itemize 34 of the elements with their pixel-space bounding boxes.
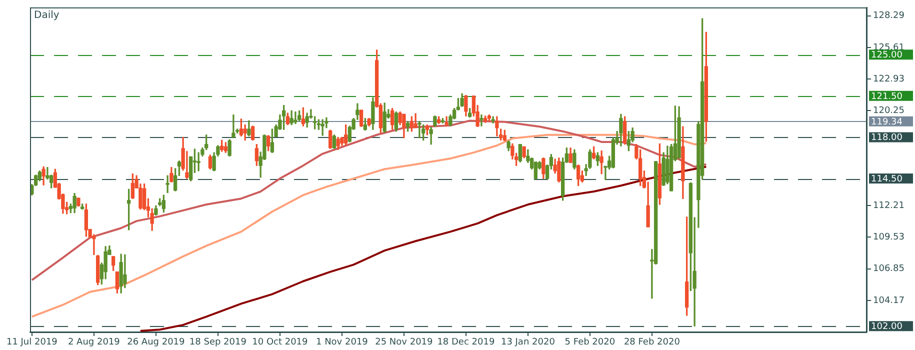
candlestick: [444, 116, 448, 126]
chart-title: Daily: [34, 10, 60, 21]
x-tick-label: 5 Feb 2020: [564, 338, 616, 348]
candlestick: [320, 119, 324, 136]
x-tick-label: 11 Jul 2019: [6, 338, 58, 348]
y-tick-label: 104.17: [873, 296, 904, 306]
x-tick-label: 26 Aug 2019: [127, 338, 186, 348]
ref-line-label: 121.50: [871, 92, 903, 102]
y-tick-label: 106.85: [873, 264, 904, 274]
candlestick: [232, 114, 236, 138]
x-tick-label: 18 Sep 2019: [189, 338, 247, 348]
x-tick-label: 25 Nov 2019: [375, 338, 434, 348]
ref-line-label: 125.00: [871, 50, 903, 60]
x-tick-label: 2 Aug 2019: [68, 338, 120, 348]
ref-line-label: 102.00: [871, 322, 903, 332]
y-tick-label: 120.25: [873, 106, 904, 116]
x-tick-label: 13 Jan 2020: [500, 338, 556, 348]
x-tick-label: 1 Nov 2019: [316, 338, 368, 348]
candlestick: [166, 175, 170, 194]
x-tick-label: 28 Feb 2020: [624, 338, 680, 348]
ref-line-label: 119.34: [871, 117, 903, 128]
candlestick: [418, 120, 422, 138]
candlestick: [185, 151, 189, 179]
candlestick: [480, 114, 484, 126]
ref-line-label: 114.50: [871, 174, 903, 184]
candlestick: [46, 167, 50, 180]
y-tick-label: 109.53: [873, 232, 904, 243]
y-tick-label: 112.21: [873, 200, 904, 211]
candlestick: [196, 152, 200, 172]
x-tick-label: 10 Oct 2019: [252, 338, 308, 348]
ref-line-label: 118.00: [871, 133, 903, 144]
y-tick-label: 128.29: [873, 11, 905, 22]
x-tick-label: 18 Dec 2019: [437, 338, 495, 348]
y-tick-label: 122.93: [873, 74, 904, 84]
